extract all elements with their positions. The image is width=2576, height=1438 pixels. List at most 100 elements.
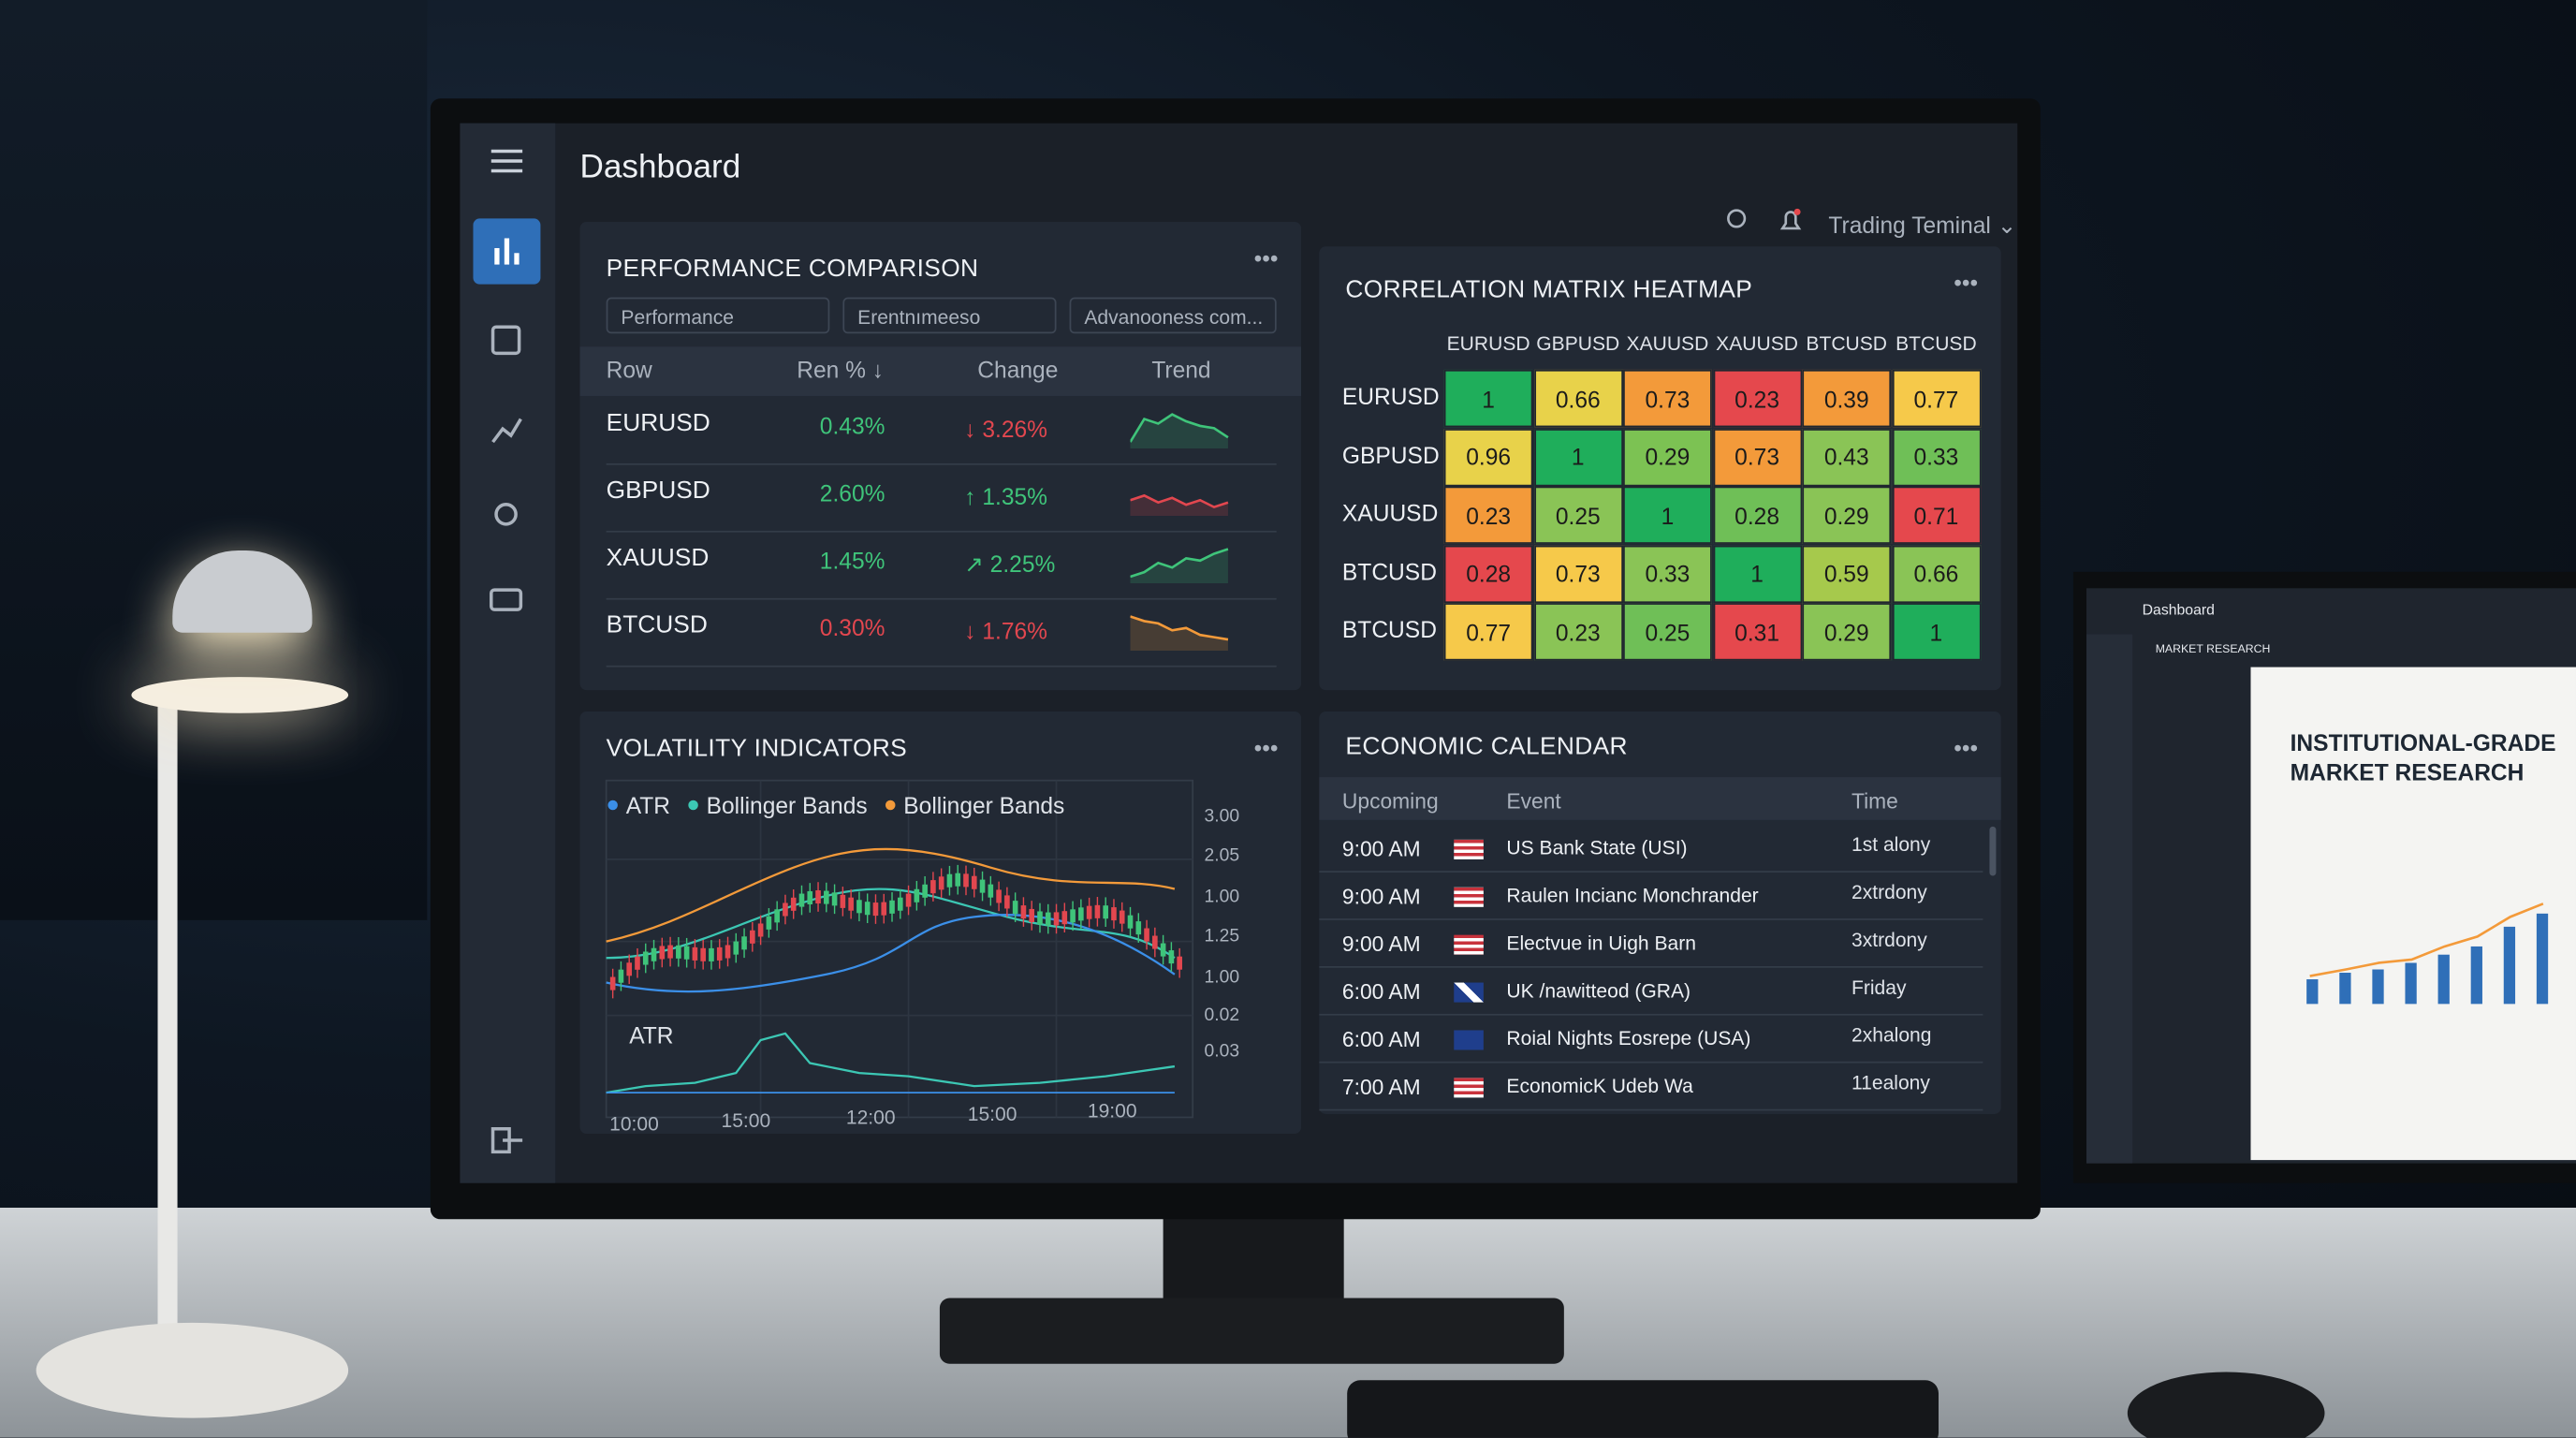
candle-body [1012,901,1018,915]
nav-analytics[interactable] [491,418,522,444]
event-name: US Bank State (USI) [1506,836,1688,859]
second-screen: Dashboard MARKET RESEARCH INSTITUTIONAL-… [2086,588,2576,1164]
heatmap-cell: 0.77 [1443,603,1533,662]
more-button[interactable]: ••• [1954,269,1979,296]
candle-body [1004,895,1010,909]
event-when: 11ealony [1851,1071,1930,1094]
nav-settings[interactable] [494,503,518,526]
column-header: Row [606,356,652,383]
report-heading: MARKET RESEARCH [2290,758,2525,785]
filter-label: Advanooness com... [1084,305,1264,330]
filter-label: Performance [621,305,735,330]
candle-body [1103,905,1108,919]
candle-body [724,945,731,959]
y-axis-label: 0.02 [1204,1005,1239,1025]
bell-icon[interactable] [1779,211,1802,230]
column-header: XAUUSD [1626,331,1709,356]
candle-body [1152,935,1158,949]
legend-swatch [607,800,618,811]
sidebar [460,123,556,1183]
symbol: BTCUSD [606,610,708,639]
candle-body [881,902,887,916]
nav-logout[interactable] [490,1126,523,1154]
row-header: XAUUSD [1341,499,1439,526]
row-header: EURUSD [1341,382,1440,410]
more-button[interactable]: ••• [1253,734,1279,761]
candle-body [1045,912,1051,926]
calendar-panel: ECONOMIC CALENDAR ••• Upcoming Event Time 9… [1319,711,2001,1114]
filter[interactable]: Erentnımeeso [842,297,1057,334]
candle-body [626,962,633,976]
event-name: EconomicK Udeb Wa [1506,1074,1693,1098]
candle-body [651,947,657,961]
scrollbar[interactable] [1989,826,1997,876]
table-header [1319,777,2001,820]
flag-icon [1454,1078,1484,1098]
x-axis-label: 15:00 [968,1104,1017,1125]
row-divider [606,530,1277,533]
candle-body [897,897,903,911]
nav-add[interactable] [490,325,521,356]
lower-band [606,914,1176,993]
report-heading: INSTITUTIONAL-GRADE [2290,729,2556,756]
top-icons [1727,208,1802,230]
candle-body [889,900,895,914]
candle-body [709,947,714,961]
correlation-panel: CORRELATION MATRIX HEATMAP ••• EURUSD GBP… [1319,246,2001,691]
more-button[interactable]: ••• [1954,734,1979,761]
search-icon[interactable] [1727,209,1747,228]
sparkline [1130,413,1229,449]
keyboard [1347,1380,1939,1438]
candle-body [741,936,747,950]
flag-icon [1454,982,1484,1003]
lamp-head [131,677,349,713]
candle-body [1061,911,1068,925]
candle-body [642,951,649,965]
filter[interactable]: Performance [606,297,830,334]
filter[interactable]: Advanooness com... [1069,297,1277,334]
heatmap-cell: 0.28 [1443,545,1533,603]
candle-body [930,880,936,894]
change-value: ↗ 2.25% [964,550,1056,578]
sparkline-line [1130,615,1229,641]
second-title: Dashboard [2142,601,2215,618]
filter-label: Erentnımeeso [857,305,981,330]
menu-icon[interactable] [490,149,523,173]
sparkline-area [1130,549,1228,584]
heatmap-cell: 0.23 [1533,603,1623,662]
heatmap-cell: 0.59 [1802,545,1892,603]
candle-body [955,873,961,887]
ren-value: 0.30% [819,614,886,641]
candle-body [1168,950,1175,964]
heatmap-cell: 0.33 [1891,428,1981,486]
more-button[interactable]: ••• [1253,244,1279,271]
sparkline [1130,493,1229,517]
heatmap-cell: 0.71 [1891,486,1981,545]
x-axis-label: 15:00 [721,1110,770,1132]
ren-value: 1.45% [819,547,886,574]
y-axis-label: 1.25 [1204,927,1239,946]
candle-body [750,930,755,944]
row-divider [1319,1108,1983,1111]
lamp-base [36,1322,349,1418]
column-header: Time [1851,788,1898,814]
account-name: Trading Teminal [1828,212,1991,239]
candle-body [1029,908,1035,922]
candle-body [1111,907,1117,921]
flag-icon [1454,1030,1484,1050]
wall-window [0,0,428,920]
panel-title: PERFORMANCE COMPARISON [606,255,979,283]
heatmap-cell: 1 [1891,603,1981,662]
heatmap-cell: 0.66 [1533,369,1623,428]
sparkline-line [1130,493,1229,509]
account-menu[interactable]: Trading Teminal ⌄ [1828,212,2017,239]
heatmap-cell: 0.77 [1891,369,1981,428]
nav-tools[interactable] [490,588,523,611]
candle-body [790,897,797,911]
candle-body [848,897,854,911]
candle-body [856,900,862,914]
column-header: GBPUSD [1536,331,1620,356]
event-when: 1st alony [1851,832,1931,857]
heatmap-cell: 0.23 [1443,486,1533,545]
